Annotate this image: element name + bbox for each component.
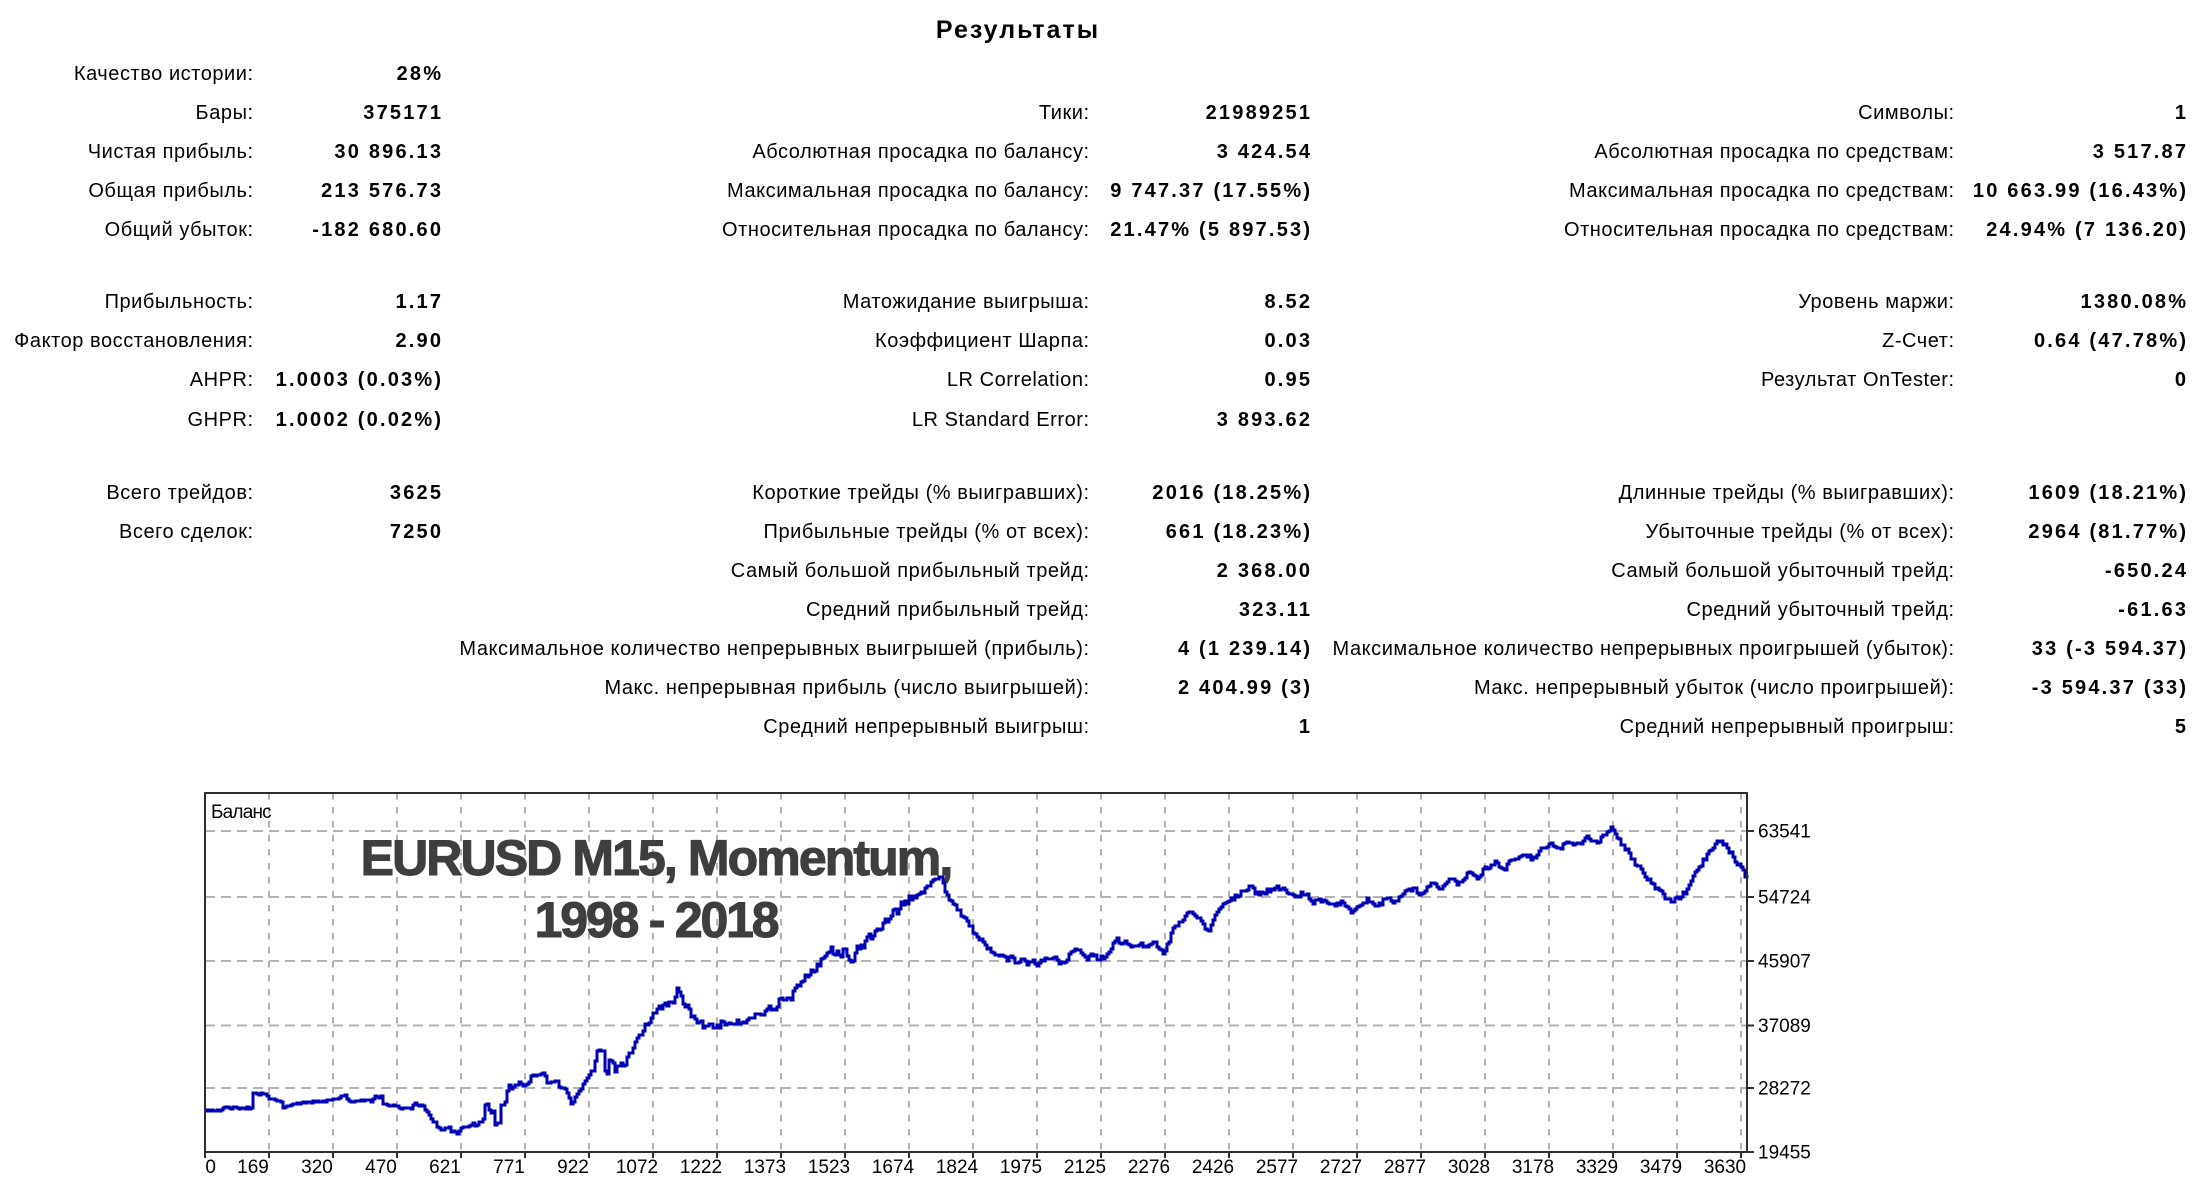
svg-text:EURUSD M15, Momentum,: EURUSD M15, Momentum,	[361, 830, 952, 886]
svg-text:2125: 2125	[1064, 1157, 1106, 1178]
svg-text:1824: 1824	[936, 1157, 979, 1178]
svg-text:771: 771	[493, 1157, 525, 1178]
svg-text:Баланс: Баланс	[211, 802, 271, 823]
svg-text:19455: 19455	[1758, 1143, 1811, 1164]
svg-text:1523: 1523	[808, 1157, 850, 1178]
svg-text:3028: 3028	[1448, 1157, 1490, 1178]
svg-text:1373: 1373	[744, 1157, 786, 1178]
svg-text:470: 470	[365, 1157, 397, 1178]
svg-text:2426: 2426	[1192, 1157, 1234, 1178]
svg-text:63541: 63541	[1758, 822, 1811, 843]
svg-text:54724: 54724	[1758, 888, 1811, 909]
svg-text:45907: 45907	[1758, 952, 1811, 973]
svg-text:169: 169	[237, 1157, 269, 1178]
svg-text:3178: 3178	[1512, 1157, 1554, 1178]
svg-text:2877: 2877	[1384, 1157, 1426, 1178]
svg-text:0: 0	[205, 1157, 216, 1178]
svg-text:37089: 37089	[1758, 1016, 1811, 1037]
svg-text:2577: 2577	[1256, 1157, 1298, 1178]
svg-text:1998 - 2018: 1998 - 2018	[535, 892, 779, 948]
svg-text:2276: 2276	[1128, 1157, 1170, 1178]
svg-text:3630: 3630	[1704, 1157, 1746, 1178]
svg-text:3479: 3479	[1640, 1157, 1682, 1178]
svg-text:320: 320	[301, 1157, 333, 1178]
svg-text:1975: 1975	[1000, 1157, 1042, 1178]
svg-text:1072: 1072	[616, 1157, 658, 1178]
svg-text:2727: 2727	[1320, 1157, 1362, 1178]
svg-text:621: 621	[429, 1157, 461, 1178]
svg-text:1674: 1674	[872, 1157, 915, 1178]
svg-text:3329: 3329	[1576, 1157, 1618, 1178]
svg-text:28272: 28272	[1758, 1079, 1811, 1100]
svg-text:922: 922	[557, 1157, 589, 1178]
svg-text:1222: 1222	[680, 1157, 722, 1178]
